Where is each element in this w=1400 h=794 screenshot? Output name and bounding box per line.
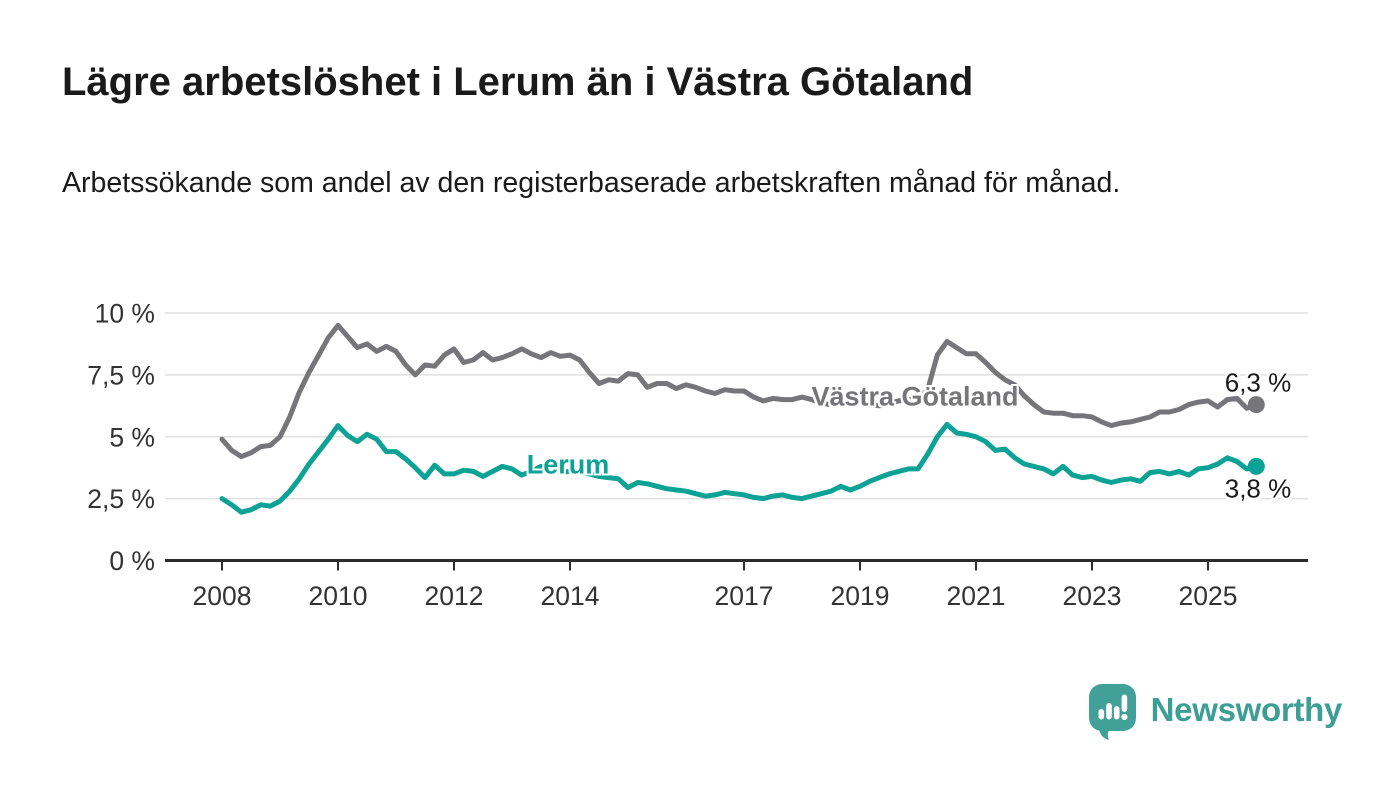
brand-footer: Newsworthy bbox=[1088, 684, 1342, 740]
series-line-lerum bbox=[219, 421, 1259, 515]
x-tick-label: 2008 bbox=[193, 581, 252, 611]
series-label-lerum: Lerum bbox=[526, 449, 610, 480]
x-tick-label: 2010 bbox=[309, 581, 368, 611]
series-end-dot-vastra-gotaland bbox=[1247, 396, 1265, 414]
y-tick-label: 10 % bbox=[95, 299, 155, 329]
series-label-vastra-gotaland: Västra Götaland bbox=[811, 381, 1019, 412]
x-tick-label: 2012 bbox=[425, 581, 484, 611]
x-tick-label: 2025 bbox=[1179, 581, 1238, 611]
series-line-vastra-gotaland bbox=[219, 322, 1259, 460]
x-tick-label: 2019 bbox=[831, 581, 890, 611]
x-tick-label: 2023 bbox=[1063, 581, 1122, 611]
page-subtitle: Arbetssökande som andel av den registerb… bbox=[62, 167, 1121, 199]
x-tick-label: 2014 bbox=[541, 581, 600, 611]
end-value-lerum: 3,8 % bbox=[1224, 473, 1292, 504]
y-tick-label: 2,5 % bbox=[87, 484, 155, 514]
brand-name: Newsworthy bbox=[1150, 691, 1343, 728]
page-title: Lägre arbetslöshet i Lerum än i Västra G… bbox=[62, 60, 974, 104]
series-end-dot-lerum bbox=[1247, 457, 1265, 475]
newsworthy-logo-icon bbox=[1088, 684, 1136, 740]
x-tick-label: 2021 bbox=[947, 581, 1006, 611]
end-value-vastra-gotaland: 6,3 % bbox=[1224, 367, 1292, 398]
y-tick-label: 0 % bbox=[109, 546, 155, 576]
x-tick-label: 2017 bbox=[715, 581, 774, 611]
y-tick-label: 7,5 % bbox=[87, 360, 155, 390]
y-tick-label: 5 % bbox=[109, 422, 155, 452]
